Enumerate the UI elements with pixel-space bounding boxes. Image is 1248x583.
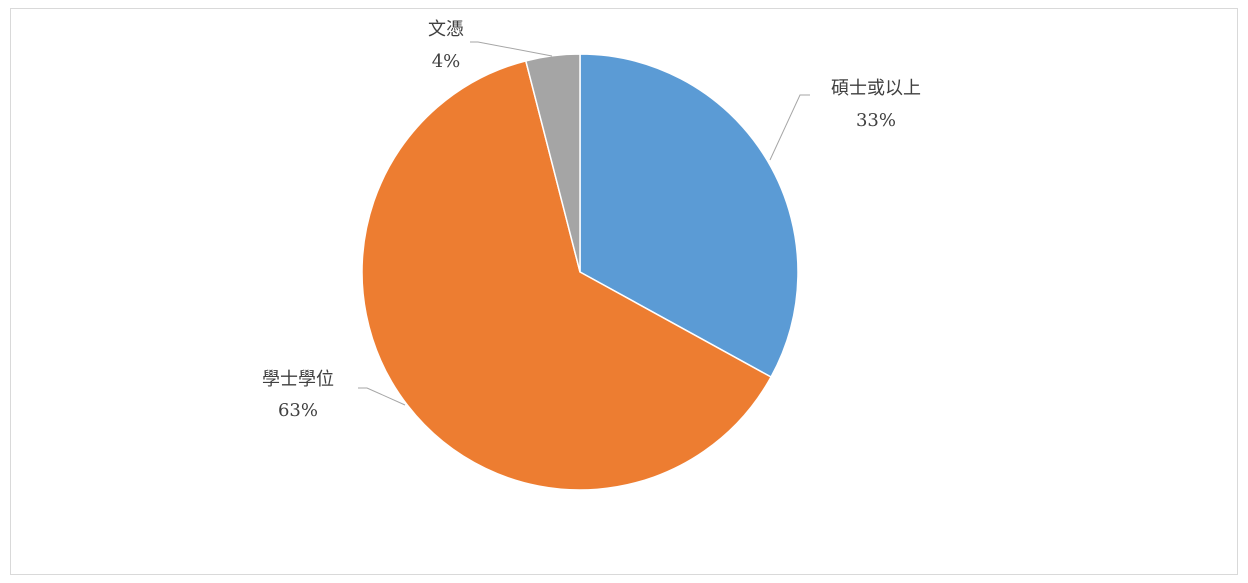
pie-slice xyxy=(524,53,581,273)
leader-line xyxy=(470,41,553,57)
slice-label: 學士學位 xyxy=(262,369,334,390)
pie-slice xyxy=(579,53,799,379)
pie-slice xyxy=(361,59,773,491)
leader-line xyxy=(358,387,406,406)
value-label: 33% xyxy=(856,110,896,131)
slice-label: 碩士或以上 xyxy=(831,78,921,99)
value-label: 63% xyxy=(278,400,318,421)
value-label: 4% xyxy=(432,51,461,72)
leader-line xyxy=(769,94,810,161)
slice-label: 文憑 xyxy=(428,19,464,40)
